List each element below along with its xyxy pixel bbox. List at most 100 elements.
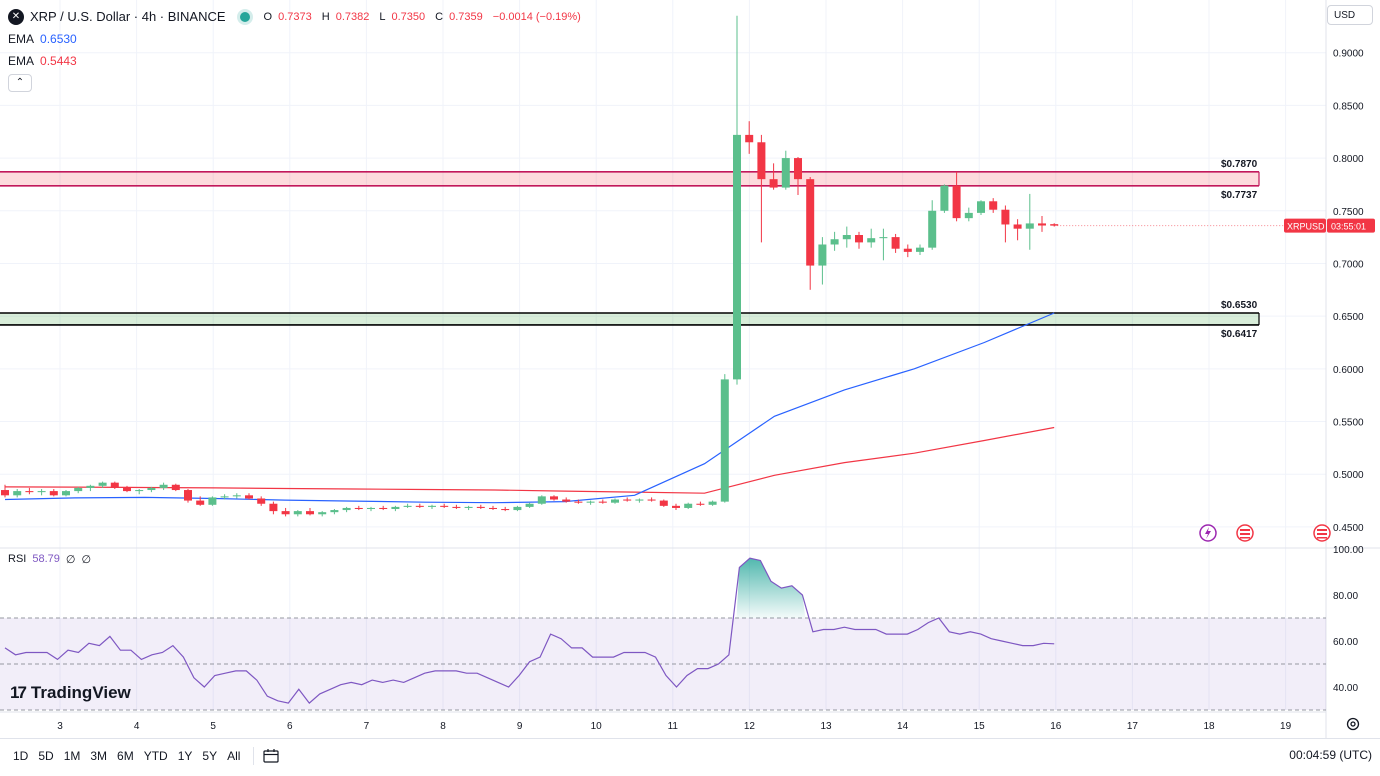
rsi-line [4, 557, 1055, 704]
candle-up [867, 238, 876, 243]
timeframe-1y[interactable]: 1Y [177, 748, 193, 763]
candle-up [428, 505, 436, 507]
candle-down [1050, 224, 1059, 226]
timeframe-all[interactable]: All [227, 748, 241, 763]
candle-up [391, 506, 400, 510]
candle-down [257, 498, 266, 504]
timeframe-6m[interactable]: 6M [117, 748, 134, 763]
lightning-icon[interactable] [1199, 524, 1217, 542]
candle-up [367, 507, 375, 510]
candle-down [171, 484, 180, 491]
candle-up [135, 490, 144, 492]
candle-down [123, 487, 131, 492]
high-value: 0.7382 [335, 11, 370, 23]
low-value: 0.7350 [391, 11, 426, 23]
rsi-extra-2: ∅ [81, 554, 92, 566]
candle-up [232, 495, 241, 497]
candle-down [49, 491, 58, 496]
price-tick-label: 0.6000 [1333, 365, 1364, 376]
timeframe-5y[interactable]: 5Y [202, 748, 218, 763]
time-tick-label: 10 [591, 721, 603, 732]
level-label: $0.6530 [1221, 300, 1258, 311]
timeframe-1m[interactable]: 1M [63, 748, 81, 763]
candle-down [903, 248, 912, 252]
candle-down [489, 507, 497, 510]
date-range-icon[interactable] [262, 748, 280, 764]
candle-up [513, 506, 522, 511]
candle-up [733, 134, 741, 380]
candle-up [37, 491, 46, 493]
candle-down [696, 503, 705, 505]
candle-down [855, 235, 863, 243]
price-tick-label: 0.7500 [1333, 207, 1364, 218]
candle-down [354, 507, 363, 510]
timeframe-3m[interactable]: 3M [90, 748, 108, 763]
rsi-value: 58.79 [32, 553, 60, 565]
candle-down [891, 237, 900, 249]
candle-up [98, 482, 107, 486]
timeframe-5d[interactable]: 5D [38, 748, 54, 763]
symbol-title[interactable]: XRP / U.S. Dollar · 4h · BINANCE [30, 9, 226, 24]
timeframe-ytd[interactable]: YTD [143, 748, 168, 763]
candle-up [781, 158, 790, 188]
us-flag-icon-edge[interactable] [1313, 524, 1331, 542]
ema-lines [4, 312, 1055, 504]
time-tick-label: 9 [517, 721, 523, 732]
candle-up [916, 247, 924, 252]
time-tick-label: 17 [1127, 721, 1139, 732]
tradingview-mark-icon: 17 [10, 683, 27, 702]
currency-selector[interactable]: USD [1327, 5, 1373, 25]
candle-down [281, 511, 290, 515]
candle-down [25, 491, 34, 493]
candle-down [769, 179, 778, 188]
market-open-icon [239, 12, 250, 22]
candle-up [611, 499, 619, 503]
tradingview-logo[interactable]: 17 TradingView [10, 683, 131, 703]
ema-slow-value: 0.5443 [40, 54, 77, 68]
rsi-legend[interactable]: RSI 58.79 ∅ ∅ [8, 553, 91, 566]
candle-up [403, 505, 412, 507]
rsi-extra-1: ∅ [65, 554, 76, 566]
gear-icon[interactable] [1345, 716, 1361, 732]
candle-down [440, 505, 449, 507]
zone-support [0, 312, 1259, 325]
rsi-label: RSI [8, 553, 27, 565]
chart-legend: ✕ XRP / U.S. Dollar · 4h · BINANCE O 0.73… [8, 6, 585, 92]
candle-up [86, 485, 95, 488]
grid [0, 0, 1380, 738]
candle-up [964, 212, 973, 219]
candle-up [928, 210, 937, 248]
time-tick-label: 5 [210, 721, 216, 732]
ema-slow-row[interactable]: EMA 0.5443 [8, 50, 585, 72]
candle-up [586, 501, 595, 503]
ema-fast-row[interactable]: EMA 0.6530 [8, 28, 585, 50]
candle-down [452, 506, 461, 508]
timeframe-1d[interactable]: 1D [13, 748, 29, 763]
candle-up [635, 499, 644, 501]
time-tick-label: 12 [744, 721, 756, 732]
us-flag-icon[interactable] [1236, 524, 1254, 542]
ema-fast-line [4, 312, 1055, 504]
utc-clock[interactable]: 00:04:59 (UTC) [1289, 748, 1372, 762]
candle-down [245, 495, 253, 499]
candle-down [1038, 223, 1046, 226]
rsi-tick-label: 80.00 [1333, 591, 1358, 602]
time-tick-label: 6 [287, 721, 293, 732]
chevron-up-icon: ⌃ [15, 77, 25, 88]
candle-down [184, 490, 192, 501]
high-label: H [321, 11, 330, 23]
candle-down [1013, 224, 1022, 229]
candle-down [110, 482, 119, 488]
price-tick-label: 0.8000 [1333, 154, 1364, 165]
candle-up [525, 503, 534, 507]
candles [1, 15, 1059, 517]
ema-slow-line [4, 426, 1055, 494]
candle-down [1001, 209, 1010, 225]
time-tick-label: 15 [974, 721, 986, 732]
price-tick-label: 0.8500 [1333, 101, 1364, 112]
collapse-legend-button[interactable]: ⌃ [8, 74, 32, 92]
currency-label: USD [1334, 9, 1356, 21]
candle-up [537, 496, 546, 504]
candle-down [623, 499, 632, 501]
